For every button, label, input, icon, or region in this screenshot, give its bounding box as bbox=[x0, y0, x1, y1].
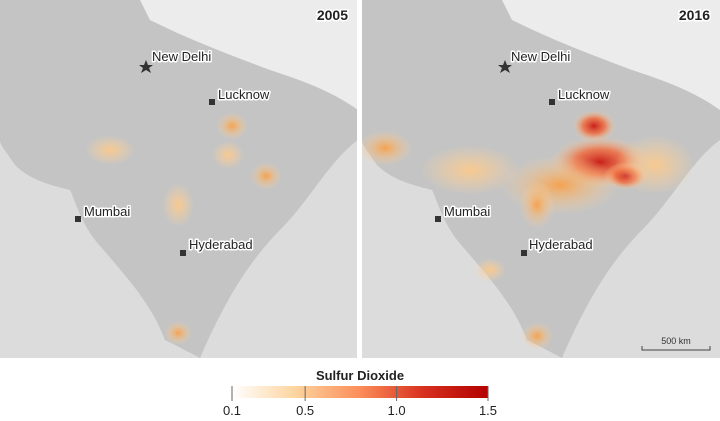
scale-label: 500 km bbox=[661, 336, 691, 346]
city-marker bbox=[521, 250, 527, 256]
map-2005: 2005 New Delhi Lucknow Mumbai Hyderabad bbox=[0, 0, 357, 358]
colorbar-tick-label: 0.5 bbox=[296, 403, 314, 418]
map-2016: 2016 New Delhi Lucknow Mumbai Hyderabad … bbox=[362, 0, 720, 358]
city-label: Lucknow bbox=[218, 87, 270, 102]
city-label: Hyderabad bbox=[529, 237, 593, 252]
city-label: New Delhi bbox=[152, 49, 211, 64]
city-marker bbox=[209, 99, 215, 105]
colorbar-tick-label: 0.1 bbox=[223, 403, 241, 418]
city-label: Mumbai bbox=[444, 204, 490, 219]
legend: 0.1 0.5 1.0 1.5 bbox=[223, 386, 497, 418]
city-marker bbox=[180, 250, 186, 256]
colorbar bbox=[232, 386, 488, 398]
city-marker bbox=[435, 216, 441, 222]
city-label: Hyderabad bbox=[189, 237, 253, 252]
capital-marker bbox=[498, 60, 512, 73]
city-label: New Delhi bbox=[511, 49, 570, 64]
capital-marker bbox=[139, 60, 153, 73]
legend-title: Sulfur Dioxide bbox=[316, 368, 404, 383]
city-label: Lucknow bbox=[558, 87, 610, 102]
colorbar-tick-label: 1.0 bbox=[388, 403, 406, 418]
city-label: Mumbai bbox=[84, 204, 130, 219]
colorbar-tick-label: 1.5 bbox=[479, 403, 497, 418]
year-label: 2005 bbox=[317, 7, 348, 23]
city-marker bbox=[549, 99, 555, 105]
year-label: 2016 bbox=[679, 7, 710, 23]
scale-bar bbox=[641, 346, 711, 351]
city-marker bbox=[75, 216, 81, 222]
